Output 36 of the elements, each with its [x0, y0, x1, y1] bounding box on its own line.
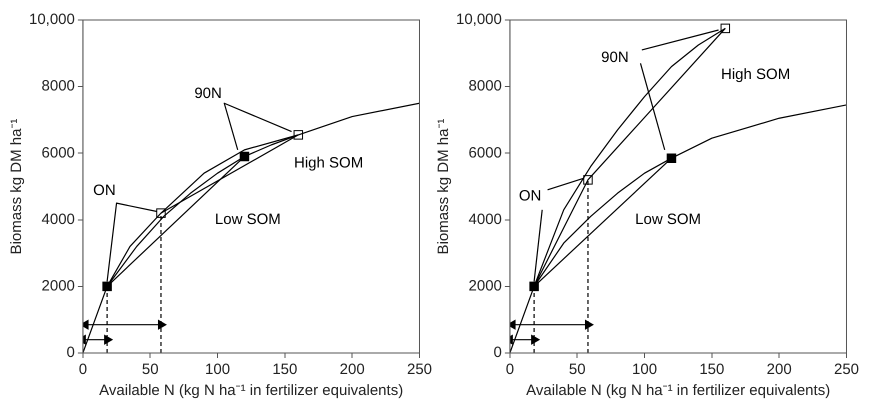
x-axis-title: Available N (kg N ha⁻¹ in fertilizer equivalents)	[99, 382, 404, 400]
y-tick-label: 10,000	[456, 11, 502, 28]
y-tick-label: 0	[494, 344, 502, 362]
x-tick-label: 150	[699, 361, 724, 378]
x-tick-label: 200	[766, 361, 792, 378]
annotation: ON	[518, 188, 542, 205]
annotation: 90N	[601, 49, 629, 66]
x-tick-label: 50	[568, 361, 586, 378]
y-tick-label: 6000	[468, 144, 502, 162]
y-axis-title: Biomass kg DM ha⁻¹	[435, 118, 452, 254]
x-tick-label: 100	[632, 361, 658, 378]
y-tick-label: 8000	[42, 78, 75, 95]
x-tick-label: 250	[834, 361, 859, 378]
annotation: Low SOM	[214, 210, 281, 228]
annotation: 90N	[194, 85, 222, 102]
y-tick-label: 2000	[42, 278, 75, 295]
x-tick-label: 150	[272, 361, 298, 378]
y-axis-title: Biomass kg DM ha⁻¹	[8, 118, 26, 254]
y-tick-label: 4000	[468, 210, 502, 228]
x-tick-label: 0	[78, 361, 88, 378]
y-tick-label: 2000	[468, 278, 502, 295]
annotation: High SOM	[721, 66, 790, 84]
x-tick-label: 200	[340, 361, 365, 378]
y-tick-label: 8000	[468, 78, 502, 95]
y-tick-label: 0	[66, 344, 75, 362]
y-tick-label: 10,000	[28, 11, 75, 28]
annotation: High SOM	[294, 154, 364, 172]
x-tick-label: 100	[205, 361, 230, 378]
y-tick-label: 4000	[42, 210, 75, 228]
y-tick-label: 6000	[42, 144, 75, 162]
annotation: ON	[93, 182, 116, 199]
x-tick-label: 250	[406, 361, 432, 378]
annotation: Low SOM	[635, 210, 702, 228]
x-tick-label: 0	[506, 361, 514, 378]
x-axis-title: Available N (kg N ha⁻¹ in fertilizer equivalents)	[526, 382, 830, 400]
x-tick-label: 50	[142, 361, 159, 378]
